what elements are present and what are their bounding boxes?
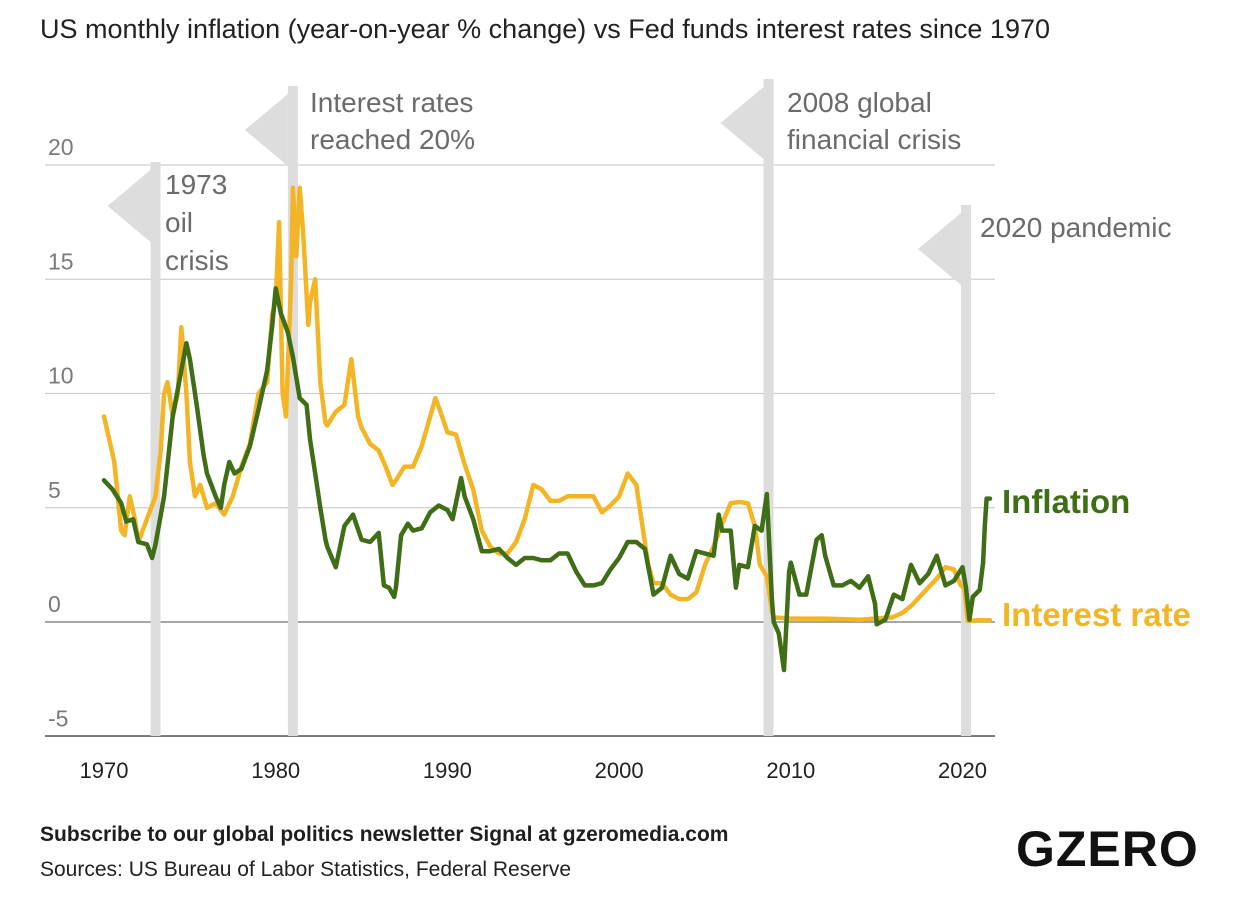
annotation-text: financial crisis (787, 124, 961, 155)
x-tick-label-1970: 1970 (80, 758, 129, 783)
y-tick-label--5: -5 (48, 705, 68, 731)
annotation-text: oil (165, 207, 193, 238)
series-line-inflation (101, 286, 993, 673)
annotation-text: Interest rates (310, 87, 473, 118)
annotations: 1973 oil crisis Interest rates reached 20% 20… (107, 79, 1171, 736)
y-tick-label-15: 15 (48, 248, 74, 274)
series-lines (101, 185, 993, 673)
annotation-text: reached 20% (310, 124, 475, 155)
brand-logo: GZERO (1016, 821, 1199, 877)
y-tick-label-20: 20 (48, 134, 74, 160)
annotation-pole (960, 205, 971, 736)
y-tick-label-5: 5 (48, 477, 61, 503)
annotation-flag (917, 213, 961, 285)
chart-title: US monthly inflation (year-on-year % cha… (40, 14, 1050, 44)
annotation-pole (287, 86, 298, 736)
annotation-text: 1973 (165, 169, 227, 200)
series-labels: Interest rate Inflation (1002, 483, 1191, 633)
x-tick-label-2020: 2020 (938, 758, 987, 783)
x-tick-label-1980: 1980 (251, 758, 300, 783)
y-tick-label-10: 10 (48, 363, 74, 389)
series-line-interest-rate (101, 185, 993, 624)
annotation-text: 2008 global (787, 87, 932, 118)
gridlines: -5 0 5 10 15 20 1970 1980 1990 2000 2010 2020 (45, 134, 995, 783)
x-tick-label-1990: 1990 (423, 758, 472, 783)
annotation-text: crisis (165, 245, 229, 276)
x-tick-label-2010: 2010 (766, 758, 815, 783)
footer-subscribe: Subscribe to our global politics newslet… (40, 823, 729, 846)
annotation-flag (244, 94, 288, 166)
annotation-flag (720, 87, 764, 159)
series-label-interest-rate: Interest rate (1002, 596, 1191, 633)
annotation-text: 2020 pandemic (980, 212, 1171, 243)
annotation-flag (107, 170, 151, 242)
x-tick-label-2000: 2000 (595, 758, 644, 783)
annotation-pole (150, 162, 161, 736)
annotation-pole (763, 79, 774, 736)
footer-sources: Sources: US Bureau of Labor Statistics, … (40, 858, 572, 881)
series-label-inflation: Inflation (1002, 483, 1130, 520)
y-tick-label-0: 0 (48, 591, 61, 617)
